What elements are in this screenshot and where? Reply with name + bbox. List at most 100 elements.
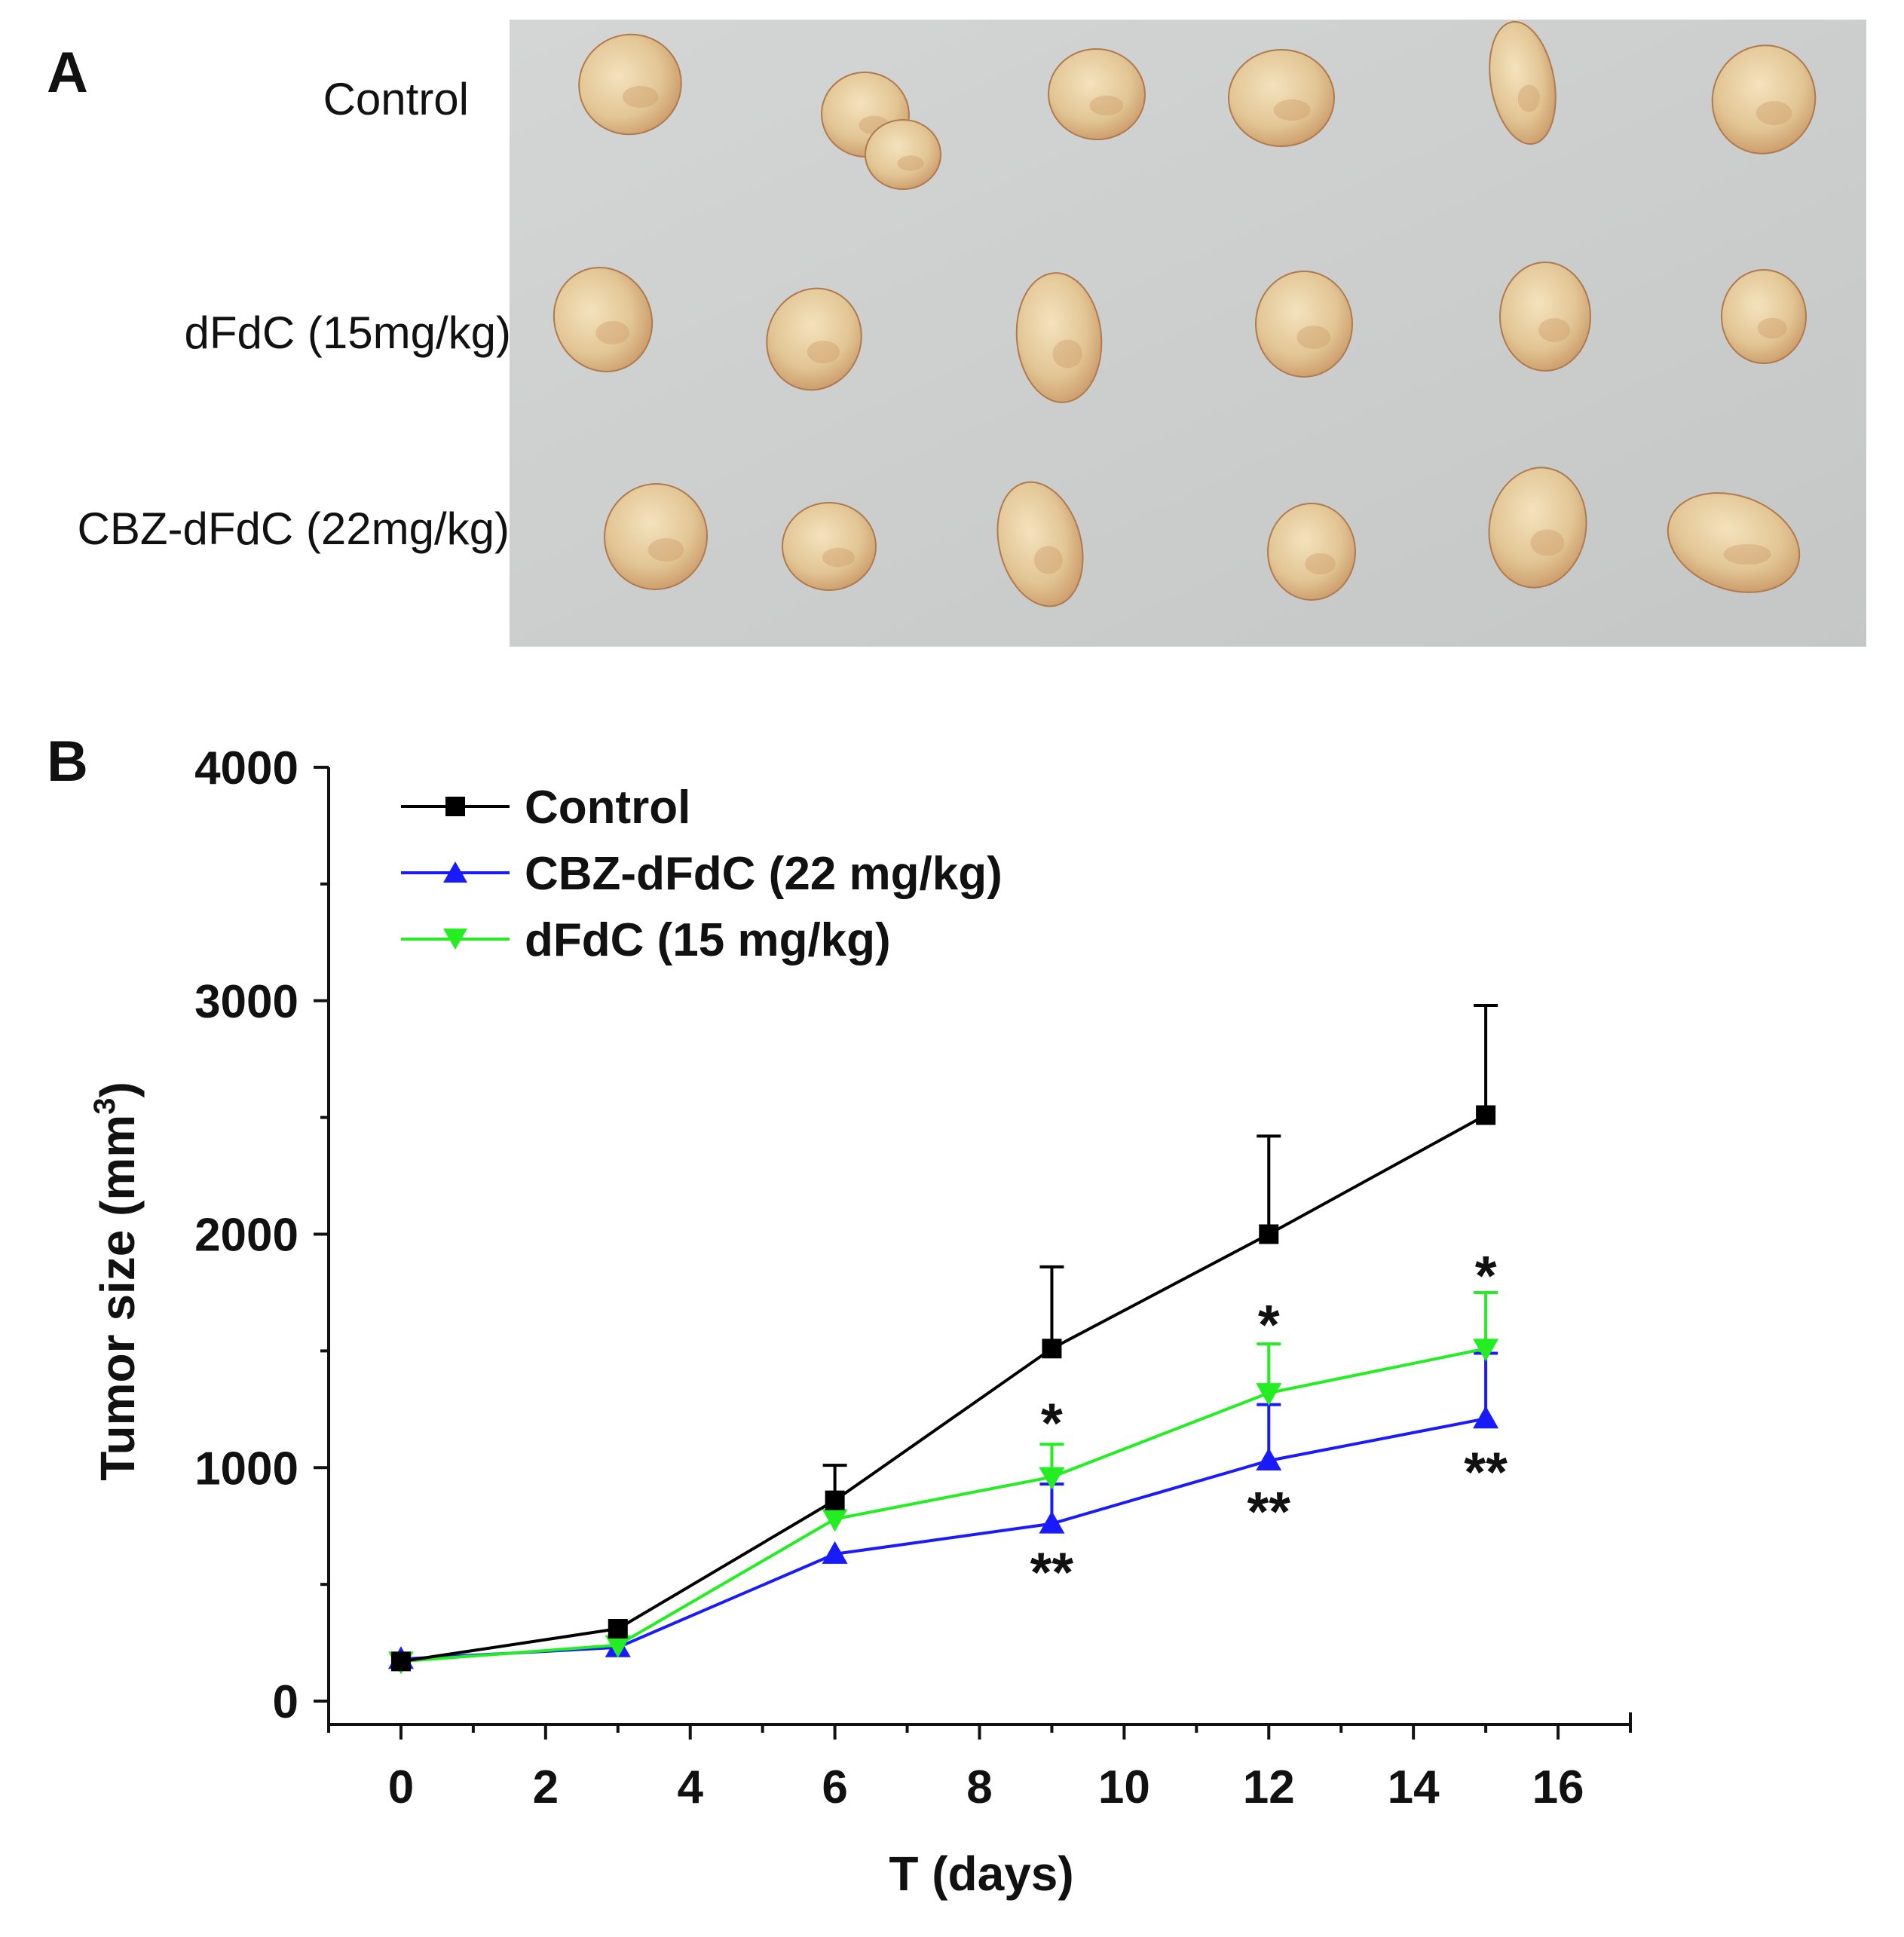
tumor-vessel-shade [807,341,840,363]
tumor-body [766,287,862,391]
y-tick-label: 0 [273,1676,298,1728]
legend-marker-triangle-down [443,929,467,950]
x-tick-label: 4 [677,1761,703,1813]
x-tick-label: 8 [966,1761,992,1813]
data-point [1473,1339,1499,1362]
tumor-vessel-shade [822,547,856,568]
data-point [390,1651,411,1672]
tumor-dfdc-1 [553,267,654,372]
row-label-dfdc: dFdC (15mg/kg) [185,308,511,358]
tumor-body [865,119,941,190]
tumor-cbz-dfdc-3 [996,481,1084,607]
panel-b-letter: B [47,730,88,794]
series-line [400,1347,1486,1663]
data-series [387,1003,1499,1675]
x-tick-label: 12 [1243,1761,1295,1813]
y-axis-title-sup: 3 [88,1098,121,1115]
tumor-vessel-shade [1052,339,1082,369]
tumor-body [553,267,654,372]
series-dfdc-15-mg-kg [387,1290,1499,1675]
legend: Control CBZ-dFdC (22 mg/kg) dFdC (15 mg/… [401,782,1003,966]
tumor-dfdc-3 [1015,272,1103,403]
y-tick-label: 3000 [194,976,298,1028]
data-point [1476,1105,1496,1125]
tumor-vessel-shade [897,155,924,171]
data-point [1473,1406,1499,1429]
y-axis-title-main: Tumor size (mm [90,1115,145,1481]
axis-ticks: 0 2 4 6 8 10 12 14 16 0 1000 2000 3000 4000 [194,742,1632,1813]
tumor-control-6 [1489,20,1557,145]
panel-a-letter: A [47,41,88,105]
x-axis-title: T (days) [889,1847,1073,1901]
y-axis-title: Tumor size (mm3) [88,1082,145,1481]
legend-label-control: Control [525,782,690,834]
significance-double-star: ** [1464,1440,1508,1503]
tumor-body [1015,272,1103,403]
row-label-control: Control [323,74,469,124]
data-point [1039,1510,1065,1534]
series-line [400,1417,1486,1661]
tumor-body [1228,49,1335,147]
tumor-dfdc-4 [1255,271,1353,378]
tumor-dfdc-2 [766,287,862,391]
tumor-vessel-shade [1305,552,1336,575]
tumor-body [1048,47,1146,141]
significance-star: * [1041,1391,1063,1454]
tumor-vessel-shade [1530,529,1565,556]
tumor-vessel-shade [1756,101,1792,125]
significance-double-star: ** [1030,1541,1074,1604]
tumor-control-3 [865,119,941,190]
data-point [605,1635,631,1658]
y-tick-label: 4000 [194,742,298,794]
tumor-vessel-shade [1273,99,1311,121]
tumor-body [578,33,682,136]
legend-marker-square [445,797,465,816]
significance-star: * [1475,1244,1497,1307]
tumor-vessel-shade [1517,84,1541,112]
tumor-control-7 [1711,44,1817,155]
data-point [608,1619,628,1639]
legend-item-control: Control [401,782,690,834]
tumor-vessel-shade [1089,95,1124,116]
tumor-body [603,483,709,590]
tumor-dfdc-6 [1721,269,1807,364]
tumor-body [996,481,1084,607]
series-control [390,1003,1498,1672]
legend-item-cbz-dfdc: CBZ-dFdC (22 mg/kg) [401,848,1003,900]
significance-markers: ********* [1030,1244,1508,1603]
tumor-cbz-dfdc-2 [782,502,877,591]
tumor-vessel-shade [1757,317,1787,339]
tumor-vessel-shade [1033,546,1063,574]
tumor-control-4 [1048,47,1146,141]
x-tick-label: 6 [822,1761,847,1813]
tumor-body [1721,269,1807,364]
series-cbz-dfdc-22-mg-kg [387,1351,1499,1669]
tumor-body [1667,492,1801,593]
tumor-body [1711,44,1817,155]
tumor-body [1489,20,1557,145]
row-label-cbz-dfdc: CBZ-dFdC (22mg/kg) [78,503,510,554]
legend-marker-triangle-up [443,861,467,883]
tumor-vessel-shade [1538,318,1570,342]
tumor-vessel-shade [647,538,684,562]
tumor-specimens [553,20,1817,607]
tumor-dfdc-5 [1499,262,1591,372]
data-point [822,1509,848,1532]
tumor-body [1255,271,1353,378]
data-point [1039,1467,1065,1490]
significance-star: * [1258,1293,1280,1356]
panel-a: A Control dFdC (15mg/kg) CBZ-dFdC (22mg/… [47,20,1866,647]
tumor-vessel-shade [595,321,630,344]
tumor-control-1 [578,33,682,136]
data-point [1256,1383,1282,1406]
significance-double-star: ** [1247,1480,1290,1543]
x-tick-label: 10 [1098,1761,1150,1813]
y-tick-label: 2000 [194,1210,298,1262]
tumor-body [1267,503,1356,601]
x-tick-label: 14 [1388,1761,1440,1813]
data-point [825,1490,845,1510]
y-tick-label: 1000 [194,1443,298,1495]
tumor-cbz-dfdc-6 [1667,492,1801,593]
